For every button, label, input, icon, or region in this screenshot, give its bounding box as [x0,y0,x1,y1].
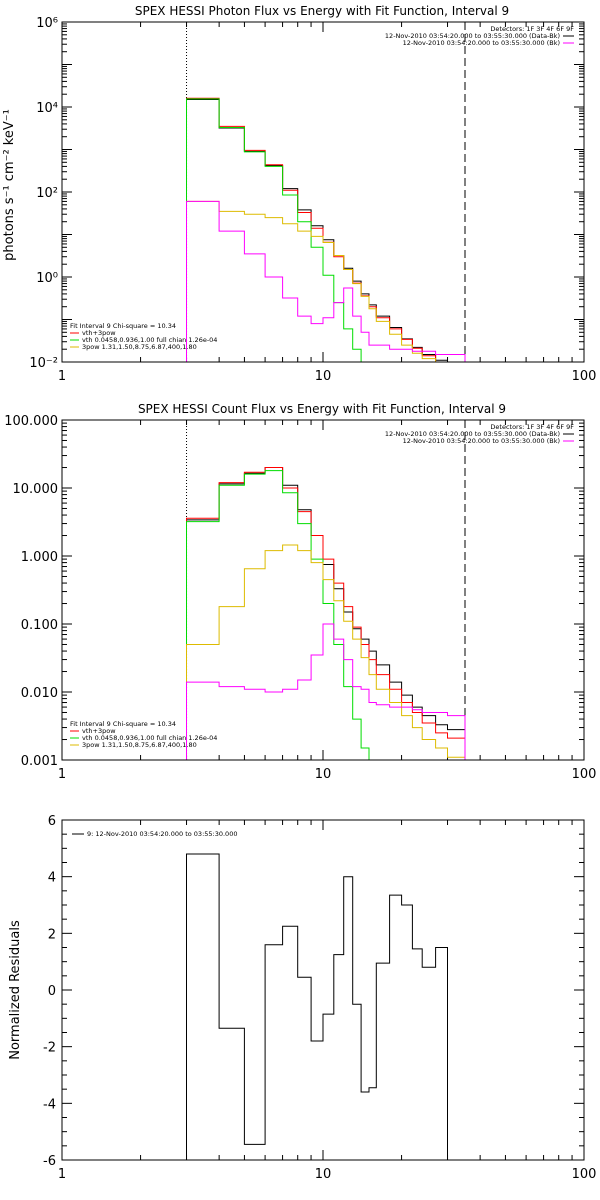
count-flux-series-3-step-line [186,544,466,760]
count-flux-series: 1 10 100 0.001 0.010 0.100 1.000 10.000 100.000 [4,414,596,782]
residuals-x-tick-label: 10 [315,1167,332,1182]
residuals-y-tick-label: 6 [48,814,56,829]
count-flux-legend-entry: 12-Nov-2010 03:54:20.000 to 03:55:30.000… [385,430,560,438]
residuals-y-tick-label: 2 [48,927,56,942]
photon-flux-legend-entry: 12-Nov-2010 03:54:20.000 to 03:55:30.000… [403,39,560,47]
count-flux-series-2-step-line [186,470,465,761]
photon-flux-fit-legend-entry: 3pow 1.31,1.50,8.75,6.87,400,1.80 [82,343,197,351]
photon-flux-y-tick-label: 10² [36,186,58,201]
count-flux-series-4-step-line [186,623,466,760]
photon-flux-x-tick-label: 100 [572,369,597,384]
photon-flux-panel: SPEX HESSI Photon Flux vs Energy with Fi… [2,4,596,384]
photon-flux-y-axis-label: photons s⁻¹ cm⁻² keV⁻¹ [2,109,17,261]
count-flux-legend-entry: 12-Nov-2010 03:54:20.000 to 03:55:30.000… [403,437,560,445]
count-flux-x-tick-label: 1 [58,767,66,782]
count-flux-fit-legend-entry: 3pow 1.31,1.50,8.75,6.87,400,1.80 [82,741,197,749]
photon-flux-plot-frame [61,21,585,363]
residuals-y-tick-label: -2 [43,1041,56,1056]
count-flux-series-1-step-line [186,467,466,760]
photon-flux-legend-entry: 12-Nov-2010 03:54:20.000 to 03:55:30.000… [385,32,560,40]
residuals-series: 1 10 100 -6 -4 -2 0 2 4 6 [43,814,596,1182]
count-flux-title: SPEX HESSI Count Flux vs Energy with Fit… [138,402,506,416]
photon-flux-y-tick-label: 10⁻² [29,356,58,371]
photon-flux-title: SPEX HESSI Photon Flux vs Energy with Fi… [135,4,509,18]
count-flux-panel: SPEX HESSI Count Flux vs Energy with Fit… [4,402,596,782]
count-flux-y-tick-label: 100.000 [4,414,58,429]
photon-flux-series-4-step-line [186,200,466,362]
count-flux-fit-legend-entry: vth+3pow [82,727,116,735]
photon-flux-series-3-step-line [186,200,465,363]
residuals-y-axis-label: Normalized Residuals [8,920,23,1060]
residuals-series-0-step-line [186,853,448,1160]
count-flux-fit-legend-header: Fit Interval 9 Chi-square = 10.34 [70,720,176,728]
count-flux-y-tick-label: 0.010 [21,686,58,701]
photon-flux-legend-header: Detectors: 1F 3F 4F 6F 9F [490,25,574,33]
photon-flux-fit-legend-entry: vth+3pow [82,329,116,337]
residuals-x-tick-label: 1 [58,1167,66,1182]
count-flux-y-tick-label: 1.000 [21,550,58,565]
residuals-y-tick-label: 0 [48,984,56,999]
photon-flux-x-tick-label: 10 [315,369,332,384]
photon-flux-fit-legend-header: Fit Interval 9 Chi-square = 10.34 [70,322,176,330]
photon-flux-y-tick-label: 10⁰ [36,271,58,286]
photon-flux-y-tick-label: 10⁶ [36,16,58,31]
residuals-panel: Normalized Residuals 1 10 100 -6 -4 -2 0 2 4 6 9:… [8,814,596,1182]
count-flux-plot-frame [61,419,585,761]
residuals-y-tick-label: -6 [43,1154,56,1169]
residuals-y-tick-label: -4 [43,1097,56,1112]
photon-flux-x-tick-label: 1 [58,369,66,384]
residuals-legend-entry: 9: 12-Nov-2010 03:54:20.000 to 03:55:30.… [87,830,237,838]
count-flux-legend-header: Detectors: 1F 3F 4F 6F 9F [490,423,574,431]
count-flux-y-tick-label: 0.100 [21,618,58,633]
residuals-legends: 9: 12-Nov-2010 03:54:20.000 to 03:55:30.… [72,830,237,838]
photon-flux-fit-legend-entry: vth 0.0458,0.936,1.00 full chian 1.26e-0… [82,336,217,344]
count-flux-x-tick-label: 10 [315,767,332,782]
count-flux-y-tick-label: 10.000 [13,482,59,497]
count-flux-series-0-step-line [186,467,466,760]
residuals-plot-frame [61,819,585,1161]
count-flux-y-tick-label: 0.001 [21,754,58,769]
photon-flux-series-2-step-line [186,98,465,363]
residuals-x-tick-label: 100 [572,1167,597,1182]
count-flux-x-tick-label: 100 [572,767,597,782]
photon-flux-y-tick-label: 10⁴ [36,101,58,116]
photon-flux-series-1-step-line [186,97,465,363]
count-flux-fit-legend-entry: vth 0.0458,0.936,1.00 full chian 1.26e-0… [82,734,217,742]
residuals-y-tick-label: 4 [48,871,56,886]
